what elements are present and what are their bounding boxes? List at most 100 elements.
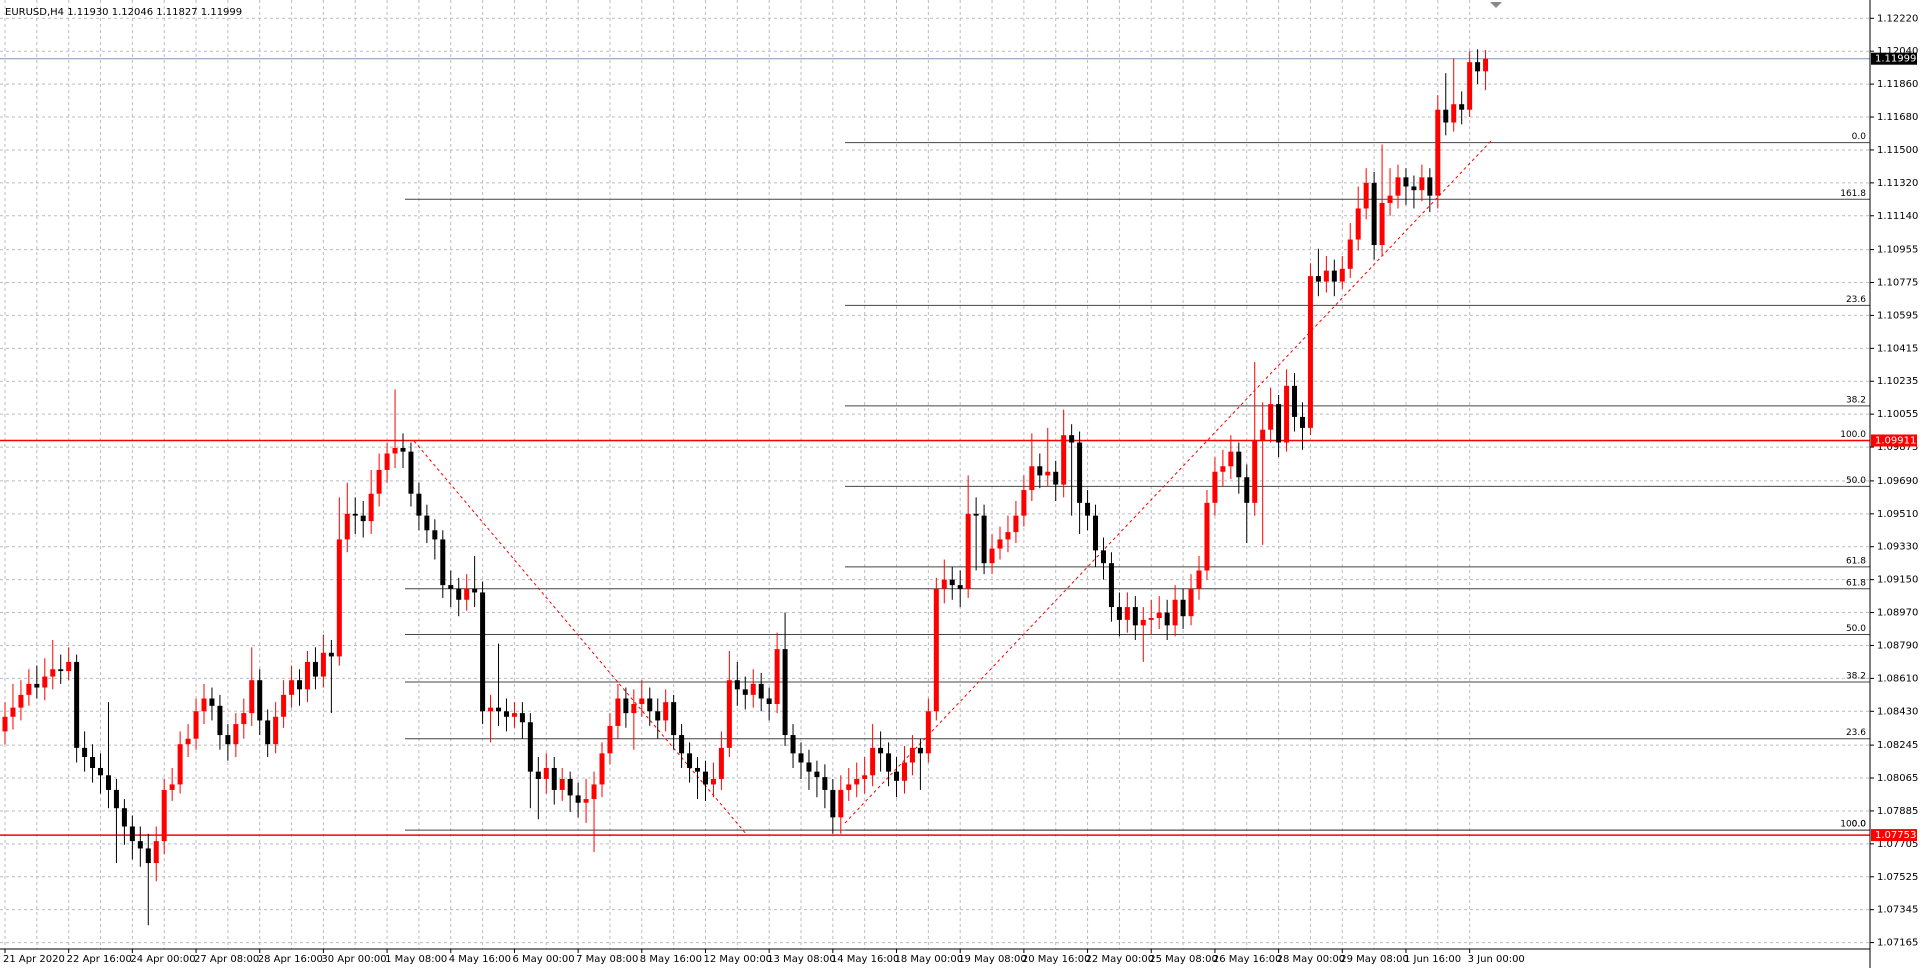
candle-body <box>1037 466 1043 476</box>
candle-body <box>862 775 868 779</box>
candle-body <box>488 707 494 712</box>
candle-body <box>1236 451 1242 478</box>
candle-body <box>360 515 366 522</box>
candle-body <box>822 777 828 790</box>
candle-body <box>734 680 740 690</box>
candle-body <box>1244 477 1250 503</box>
candle-body <box>1013 515 1019 533</box>
candle-body <box>193 711 199 739</box>
y-tick-label: 1.08430 <box>1877 706 1918 717</box>
candles <box>2 49 1489 926</box>
candle-body <box>344 513 350 540</box>
candle-body <box>742 689 748 695</box>
candle-body <box>320 652 326 677</box>
candle-body <box>257 680 263 721</box>
candle-body <box>870 747 876 776</box>
candle-body <box>241 713 247 725</box>
candle-body <box>1100 550 1106 564</box>
horizontal-line-label: 1.09911 <box>1875 435 1916 446</box>
y-tick-label: 1.07525 <box>1877 872 1918 883</box>
candle-body <box>1475 62 1481 72</box>
fibo-label: 23.6 <box>1846 295 1866 305</box>
candle-body <box>1164 612 1170 626</box>
candle-body <box>1459 104 1465 110</box>
candle-body <box>34 683 40 688</box>
candle-body <box>177 744 183 785</box>
candle-body <box>679 735 685 754</box>
x-tick-label: 3 Jun 00:00 <box>1468 954 1525 965</box>
candle-body <box>1331 270 1337 282</box>
fibo-label: 38.2 <box>1846 395 1866 405</box>
y-tick-label: 1.09875 <box>1877 442 1918 453</box>
candle-body <box>575 795 581 803</box>
candle-body <box>1132 607 1138 626</box>
trend-line <box>844 140 1492 824</box>
last-price-line-label: 1.11999 <box>1875 54 1916 65</box>
x-tick-label: 24 Apr 00:00 <box>130 954 195 965</box>
candle-body <box>1292 385 1298 417</box>
y-tick-label: 1.10775 <box>1877 278 1918 289</box>
x-tick-label: 30 Apr 00:00 <box>321 954 386 965</box>
candle-body <box>384 453 390 470</box>
candle-body <box>846 784 852 790</box>
candle-body <box>1268 404 1274 430</box>
candle-body <box>1451 104 1457 123</box>
candle-body <box>472 588 478 593</box>
candle-body <box>973 513 979 516</box>
fibo-label: 100.0 <box>1840 430 1866 440</box>
y-tick-label: 1.11320 <box>1877 178 1918 189</box>
candle-body <box>917 747 923 754</box>
y-tick-label: 1.08970 <box>1877 608 1918 619</box>
candle-body <box>66 661 72 672</box>
y-tick-label: 1.08610 <box>1877 673 1918 684</box>
candle-body <box>1005 532 1011 540</box>
x-tick-label: 1 May 08:00 <box>385 954 447 965</box>
x-tick-label: 29 May 08:00 <box>1340 954 1409 965</box>
candle-body <box>1252 440 1258 503</box>
candle-body <box>201 698 207 712</box>
x-tick-label: 19 May 08:00 <box>958 954 1027 965</box>
candle-body <box>129 826 135 842</box>
y-tick-label: 1.07165 <box>1877 938 1918 949</box>
candle-body <box>1363 182 1369 209</box>
candle-body <box>90 757 96 768</box>
candle-body <box>74 661 80 748</box>
candle-body <box>1140 619 1146 626</box>
candle-body <box>1069 435 1075 443</box>
candle-body <box>1124 607 1130 620</box>
candle-body <box>957 585 963 589</box>
candle-body <box>153 841 159 864</box>
candle-body <box>265 720 271 745</box>
x-tick-label: 25 May 08:00 <box>1149 954 1218 965</box>
candle-body <box>1029 466 1035 491</box>
candle-body <box>798 753 804 763</box>
y-tick-label: 1.10415 <box>1877 343 1918 354</box>
candle-body <box>814 771 820 778</box>
candle-body <box>328 652 334 657</box>
candle-body <box>1061 435 1067 485</box>
candle-body <box>121 808 127 827</box>
candle-body <box>137 841 143 849</box>
candle-body <box>233 724 239 745</box>
candle-body <box>456 588 462 600</box>
candle-body <box>949 579 955 586</box>
x-tick-label: 4 May 16:00 <box>449 954 511 965</box>
candle-body <box>1483 58 1489 72</box>
candle-body <box>1204 502 1210 571</box>
candle-body <box>289 680 295 695</box>
candle-body <box>1387 195 1393 203</box>
candle-body <box>623 698 629 714</box>
candle-body <box>806 762 812 772</box>
candle-body <box>297 680 303 690</box>
candle-body <box>312 661 318 677</box>
candle-body <box>1180 599 1186 617</box>
candle-body <box>1045 471 1051 476</box>
candle-body <box>535 771 541 779</box>
candle-body <box>655 711 661 721</box>
horizontal-line-box <box>1871 434 1917 447</box>
candle-body <box>408 451 414 494</box>
candle-body <box>185 738 191 745</box>
y-tick-label: 1.10235 <box>1877 376 1918 387</box>
fibo-label: 161.8 <box>1840 189 1866 199</box>
y-tick-label: 1.12220 <box>1877 13 1918 24</box>
